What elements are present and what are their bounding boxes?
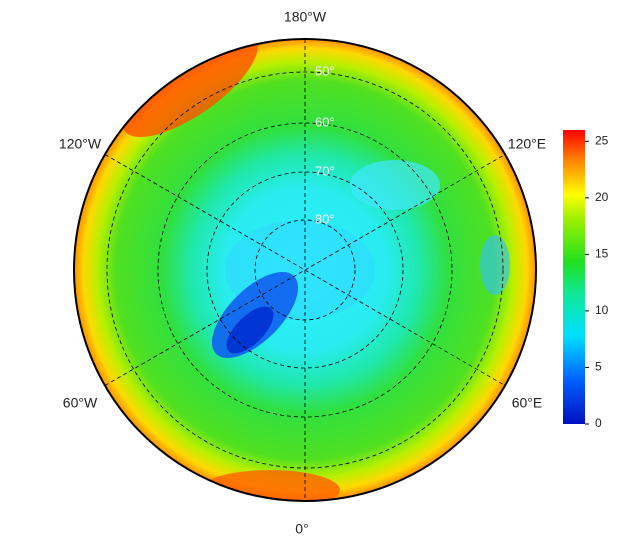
colorbar-tick-label: 0 (595, 416, 602, 430)
colorbar-tick-label: 20 (595, 190, 609, 204)
meridian-label: 180°W (284, 9, 327, 25)
colorbar-tick-label: 10 (595, 303, 609, 317)
meridian-label: 0° (295, 521, 308, 537)
meridian-label: 120°W (59, 136, 102, 152)
map-border (73, 38, 537, 502)
colorbar-tick-label: 15 (595, 247, 609, 261)
colorbar-tick-label: 25 (595, 133, 609, 147)
parallel-label: 70° (315, 163, 335, 178)
meridian-label: 60°W (63, 395, 98, 411)
colorbar (563, 130, 585, 424)
parallel-label: 80° (315, 211, 335, 226)
colorbar-tick-label: 5 (595, 360, 602, 374)
graticule (104, 39, 506, 501)
meridian-label: 120°E (508, 136, 546, 152)
parallel-label: 50° (315, 63, 335, 78)
parallel-label: 60° (315, 114, 335, 129)
meridian-label: 60°E (512, 395, 543, 411)
